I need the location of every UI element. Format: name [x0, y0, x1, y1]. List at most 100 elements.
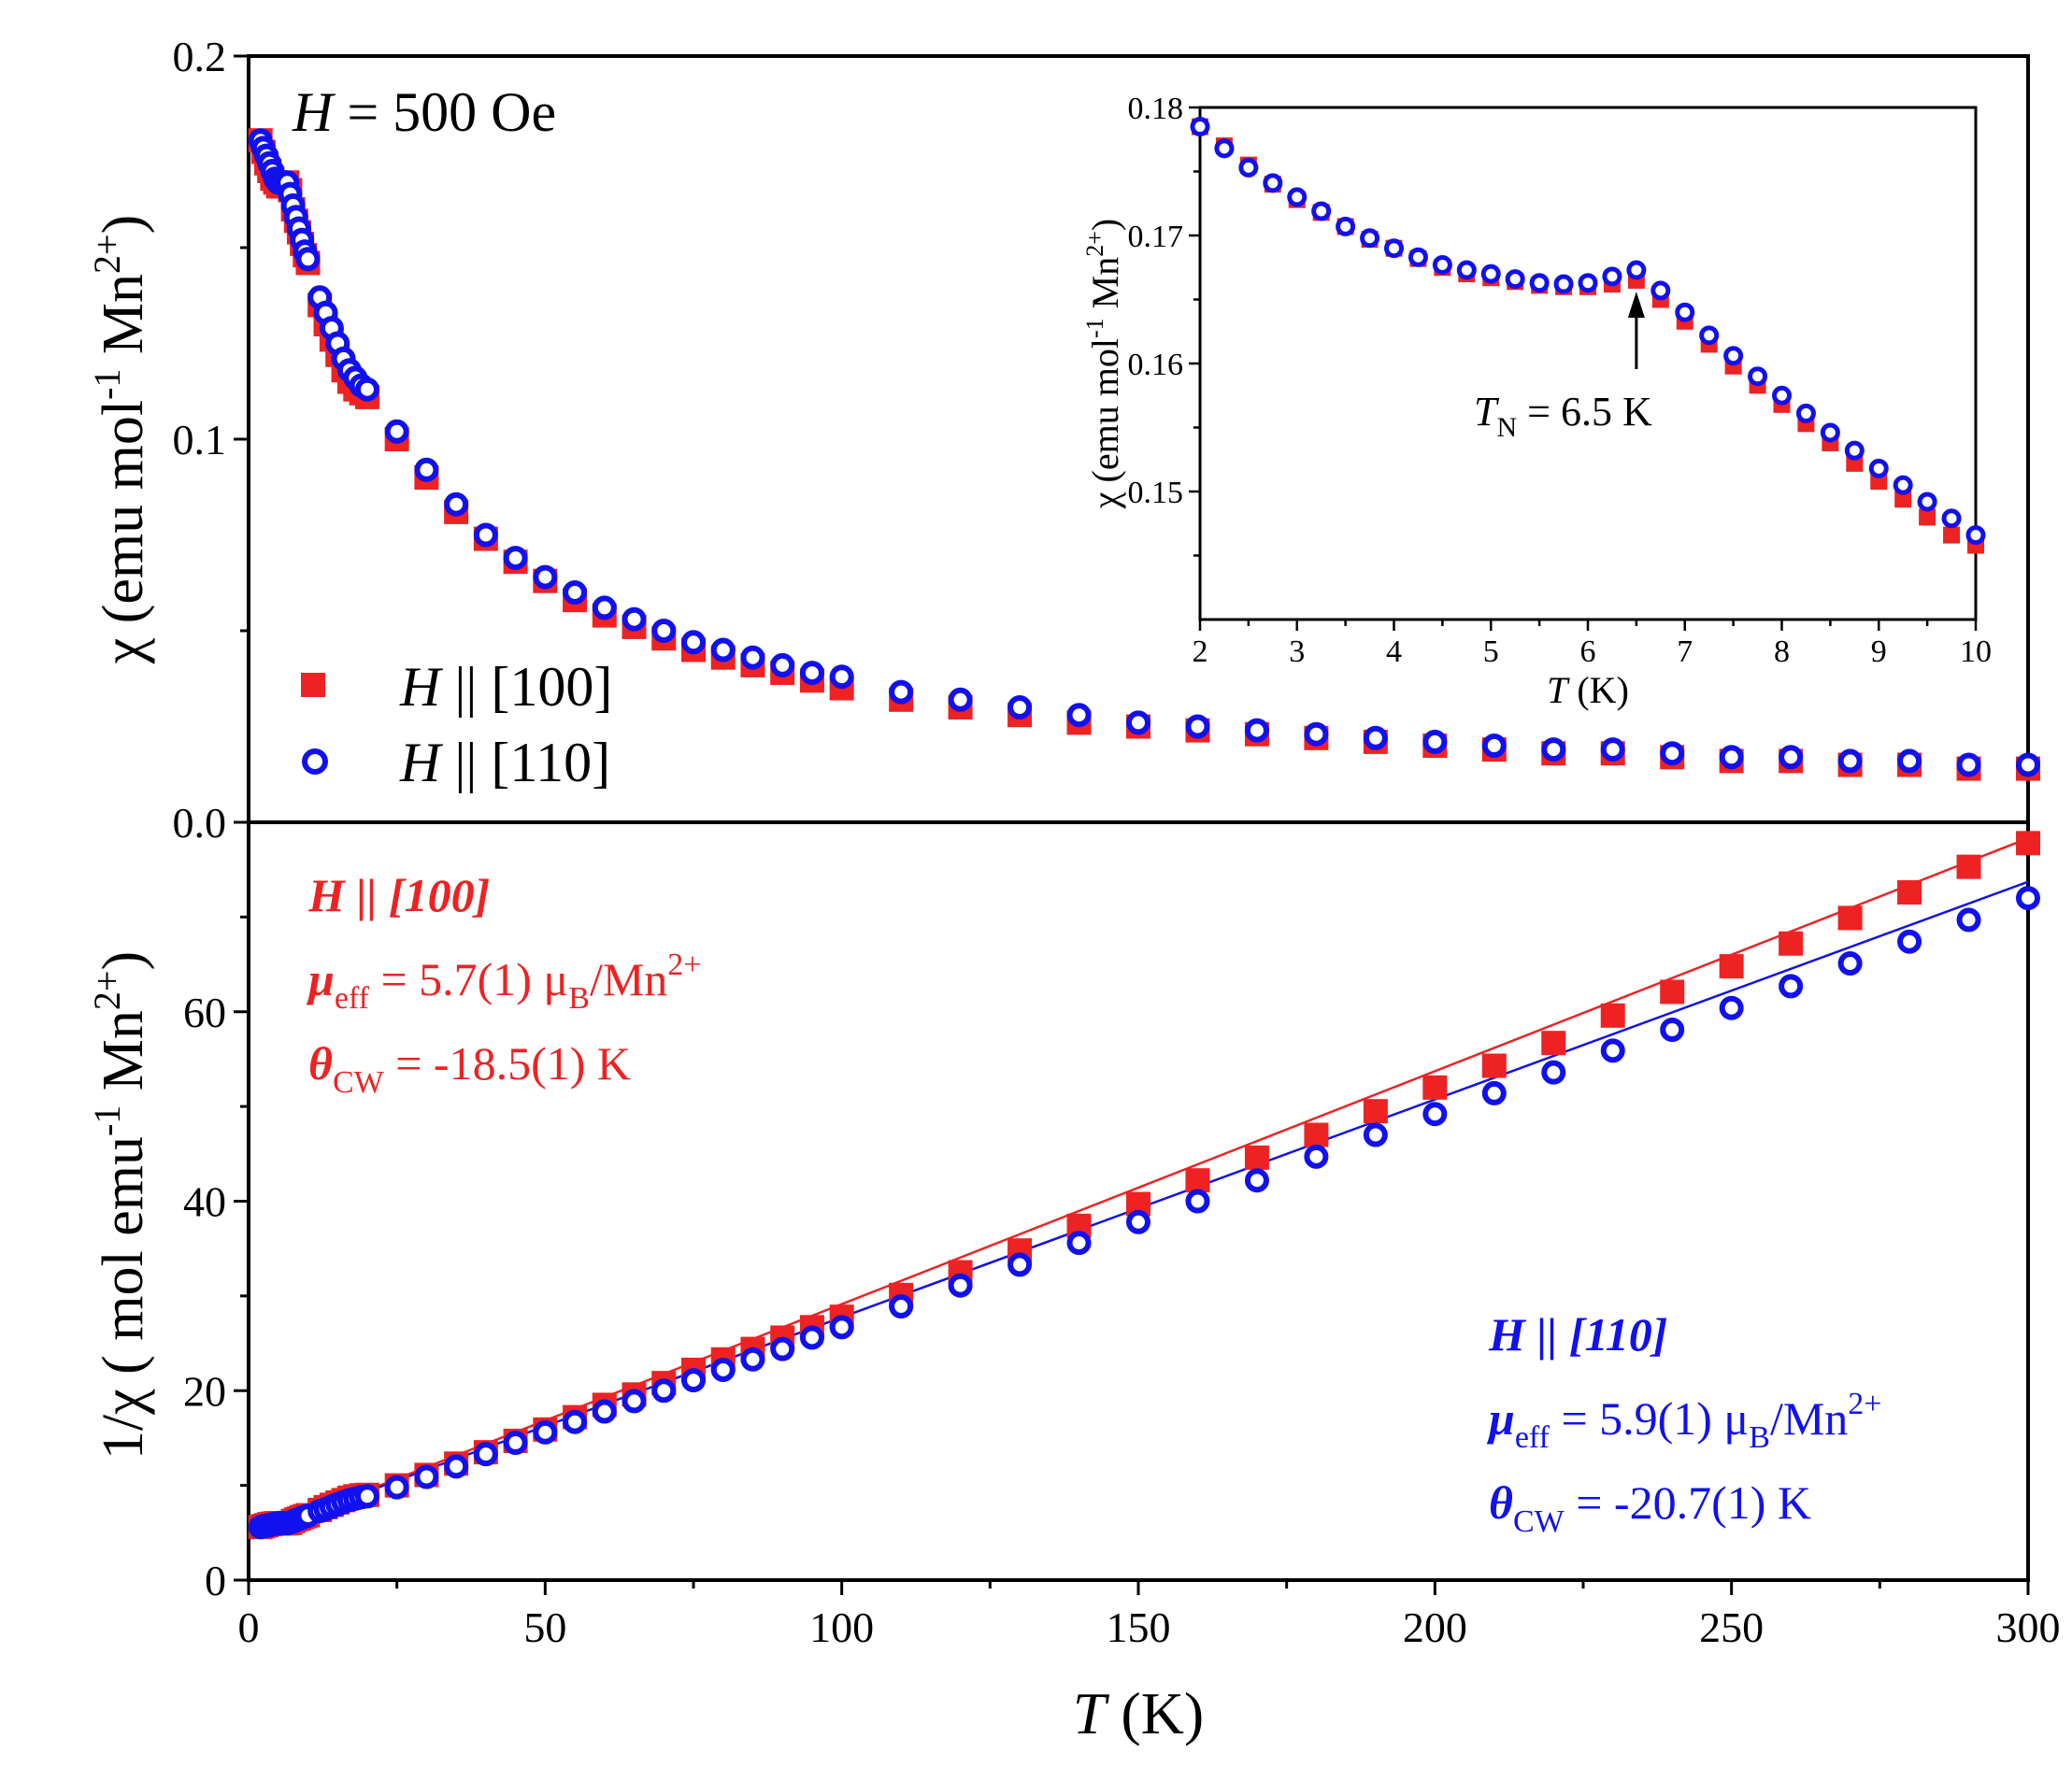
bottom-point-h110 — [743, 1350, 762, 1369]
inset-point-h110 — [1895, 477, 1910, 492]
inset-point-h100 — [1943, 527, 1960, 544]
top-point-h110 — [388, 422, 407, 441]
inset-point-h110 — [1459, 263, 1474, 278]
bottom-y-tick-label: 0 — [205, 1557, 226, 1604]
legend-marker-h100 — [301, 673, 325, 697]
bottom-point-h110 — [951, 1276, 970, 1295]
bottom-point-h110 — [1900, 933, 1919, 951]
inset-y-tick-label: 0.18 — [1128, 92, 1184, 126]
inset-x-tick-label: 10 — [1960, 634, 1992, 669]
bottom-point-h100 — [1482, 1054, 1507, 1078]
bottom-point-h100 — [1422, 1076, 1447, 1100]
inset-point-h110 — [1798, 406, 1813, 420]
inset-point-h110 — [1944, 511, 1959, 526]
inset-x-tick-label: 2 — [1193, 634, 1208, 669]
inset-point-h110 — [1580, 276, 1595, 291]
top-point-h110 — [1960, 756, 1979, 775]
inset-point-h110 — [1702, 328, 1717, 343]
bottom-point-h100 — [1779, 932, 1803, 956]
inset-point-h110 — [1847, 443, 1862, 458]
top-point-h110 — [507, 549, 525, 567]
top-point-h110 — [536, 568, 554, 587]
bottom-point-h110 — [654, 1381, 673, 1400]
inset-point-h110 — [1435, 258, 1450, 273]
inset-point-h110 — [1653, 283, 1668, 298]
inset-point-h110 — [1775, 388, 1790, 403]
bottom-point-h110 — [1129, 1213, 1148, 1232]
top-point-h110 — [447, 495, 465, 514]
top-point-h110 — [1841, 751, 1860, 770]
top-point-h110 — [1781, 748, 1800, 766]
top-point-h110 — [1425, 733, 1444, 751]
top-y-tick-label: 0.2 — [173, 33, 227, 80]
inset-x-tick-label: 3 — [1289, 634, 1305, 669]
inset-point-h110 — [1241, 160, 1256, 175]
inset-point-h110 — [1363, 231, 1378, 246]
bottom-x-tick-label: 0 — [238, 1603, 260, 1651]
anno-h100-mu: μeff = 5.7(1) μB/Mn2+ — [306, 948, 701, 1016]
top-y-tick-label: 0.1 — [173, 416, 227, 463]
inset-point-h110 — [1290, 190, 1305, 205]
inset-point-h110 — [1605, 269, 1620, 284]
top-point-h110 — [298, 249, 317, 268]
inset-y-tick-label: 0.15 — [1128, 476, 1184, 510]
bottom-point-h100 — [2016, 831, 2040, 855]
anno-h110-mu: μeff = 5.9(1) μB/Mn2+ — [1486, 1387, 1881, 1455]
bottom-point-h110 — [892, 1297, 910, 1316]
top-point-h110 — [892, 683, 910, 702]
top-point-h110 — [1070, 705, 1089, 724]
bottom-point-h110 — [684, 1371, 703, 1389]
bottom-point-h110 — [388, 1478, 407, 1497]
bottom-point-h110 — [1960, 910, 1979, 929]
bottom-point-h110 — [565, 1413, 584, 1432]
legend-label-h110: H || [110] — [399, 732, 610, 793]
legend-label-h100: H || [100] — [399, 656, 612, 718]
bottom-y-tick-label: 20 — [183, 1367, 226, 1415]
bottom-y-axis-label: 1/χ ( mol emu-1 Mn2+) — [86, 951, 155, 1460]
bottom-point-h100 — [1185, 1168, 1209, 1192]
top-point-h110 — [595, 598, 614, 617]
top-legend: H || [100] H || [110] — [301, 656, 612, 793]
bottom-point-h110 — [1425, 1104, 1444, 1123]
inset-point-h110 — [1532, 276, 1547, 291]
anno-h100-title: H || [100] — [307, 869, 490, 921]
inset-point-h110 — [1265, 176, 1280, 191]
inset-y-tick-label: 0.16 — [1128, 348, 1184, 382]
top-point-h110 — [951, 691, 970, 709]
inset-point-h110 — [1338, 219, 1353, 234]
top-field-annotation: H = 500 Oe — [292, 81, 556, 143]
bottom-point-h110 — [1248, 1171, 1266, 1190]
top-y-tick-label: 0.0 — [173, 799, 227, 847]
bottom-x-tick-label: 250 — [1699, 1603, 1764, 1651]
top-y-axis-label: χ (emu mol-1 Mn2+) — [86, 215, 155, 665]
inset-y-axis-label: χ (emu mol-1 Mn2+) — [1081, 219, 1126, 509]
inset-x-tick-label: 8 — [1774, 634, 1790, 669]
bottom-point-h110 — [625, 1391, 644, 1410]
bottom-point-h110 — [1781, 976, 1800, 995]
bottom-point-h110 — [595, 1403, 614, 1421]
inset-point-h110 — [1678, 305, 1693, 320]
bottom-panel: 0501001502002503000204060 1/χ ( mol emu-… — [86, 822, 2061, 1746]
bottom-x-tick-label: 100 — [809, 1603, 874, 1651]
top-point-h110 — [743, 648, 762, 667]
inset-point-h110 — [1193, 120, 1207, 135]
bottom-point-h100 — [1364, 1099, 1388, 1123]
inset-point-h110 — [1483, 266, 1498, 281]
inset-point-h110 — [1726, 349, 1741, 363]
anno-h110-title: H || [110] — [1488, 1308, 1667, 1361]
anno-h100-theta: θCW = -18.5(1) K — [308, 1037, 631, 1100]
top-point-h110 — [1307, 725, 1325, 744]
inset-point-h110 — [1750, 369, 1765, 384]
top-point-h110 — [684, 633, 703, 651]
inset-x-tick-label: 5 — [1483, 634, 1499, 669]
bottom-point-h110 — [2019, 889, 2037, 907]
inset-point-h110 — [1920, 494, 1935, 509]
inset-x-tick-label: 4 — [1386, 634, 1402, 669]
bottom-point-h110 — [536, 1423, 554, 1442]
bottom-point-h110 — [358, 1487, 377, 1505]
top-point-h110 — [358, 380, 377, 399]
top-point-h110 — [654, 621, 673, 640]
bottom-point-h100 — [1601, 1004, 1625, 1028]
inset-point-h110 — [1822, 425, 1837, 440]
bottom-point-h110 — [1544, 1063, 1563, 1082]
